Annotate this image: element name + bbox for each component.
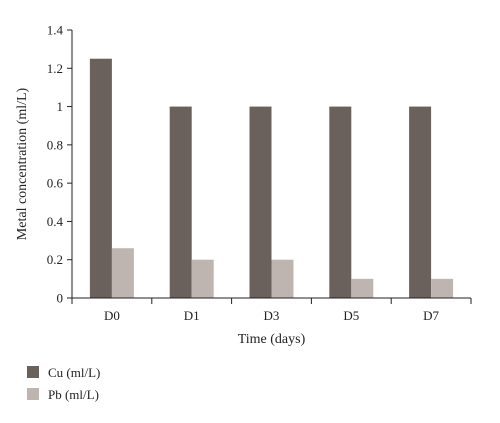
bars xyxy=(89,58,454,298)
x-tick-label: D0 xyxy=(104,308,120,323)
bar-pb-d0 xyxy=(111,248,134,298)
x-tick-label: D1 xyxy=(184,308,200,323)
x-tick-label: D3 xyxy=(264,308,280,323)
bar-cu-d0 xyxy=(89,58,112,298)
bar-pb-d7 xyxy=(431,278,454,298)
y-tick-label: 0.2 xyxy=(47,252,63,267)
legend: Cu (ml/L) Pb (ml/L) xyxy=(27,365,100,402)
x-axis-ticks: D0 D1 D3 D5 D7 xyxy=(71,298,472,323)
bar-cu-d3 xyxy=(249,106,272,298)
y-axis-title: Metal concentration (ml/L) xyxy=(15,87,30,240)
y-tick-label: 1 xyxy=(57,99,64,114)
legend-label-pb: Pb (ml/L) xyxy=(48,387,99,402)
y-tick-label: 0.6 xyxy=(47,176,64,191)
y-tick-label: 0 xyxy=(57,291,64,306)
legend-swatch-pb xyxy=(27,388,39,400)
x-axis-title: Time (days) xyxy=(238,332,306,347)
y-tick-label: 1.4 xyxy=(47,23,64,38)
bar-cu-d7 xyxy=(409,106,432,298)
bar-pb-d3 xyxy=(271,259,294,298)
y-axis-ticks: 0 0.2 0.4 0.6 0.8 1 1.2 1.4 xyxy=(47,23,72,306)
y-tick-label: 1.2 xyxy=(47,61,63,76)
y-tick-label: 0.4 xyxy=(47,214,64,229)
bar-cu-d5 xyxy=(329,106,352,298)
y-tick-label: 0.8 xyxy=(47,137,63,152)
bar-pb-d5 xyxy=(351,278,374,298)
legend-swatch-cu xyxy=(27,366,39,378)
bar-pb-d1 xyxy=(191,259,214,298)
legend-label-cu: Cu (ml/L) xyxy=(48,365,100,380)
x-tick-label: D7 xyxy=(423,308,439,323)
x-tick-label: D5 xyxy=(343,308,359,323)
bar-cu-d1 xyxy=(169,106,192,298)
